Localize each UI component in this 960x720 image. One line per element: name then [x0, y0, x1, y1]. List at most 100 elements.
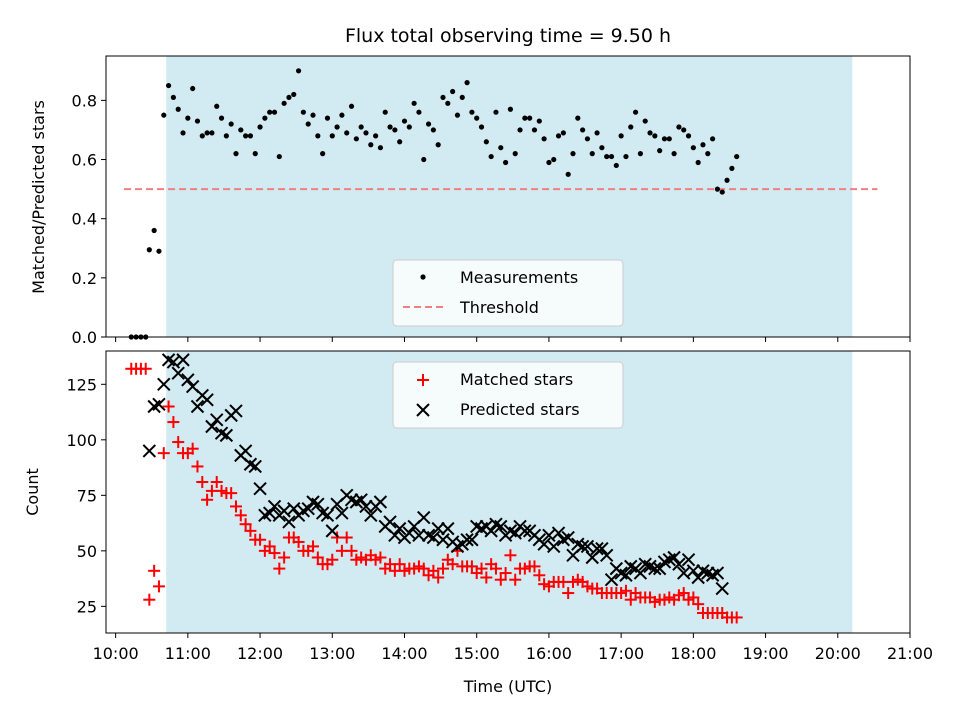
predicted-point [518, 524, 532, 538]
bottom-xticks: 10:00 11:00 12:00 13:00 14:00 15:00 16:00 17:00… [93, 633, 933, 663]
predicted-point [210, 413, 224, 427]
ytick-label: 50 [77, 542, 97, 561]
measurement-point [199, 133, 205, 139]
ytick-label: 125 [66, 375, 97, 394]
matched-point [201, 493, 214, 506]
matched-point [480, 571, 493, 584]
matched-point [692, 598, 705, 611]
matched-point [687, 591, 700, 604]
matched-point [677, 587, 690, 600]
ytick-label: 0.6 [72, 151, 97, 170]
xtick-label: 14:00 [381, 644, 427, 663]
predicted-point [441, 521, 455, 536]
measurement-point [445, 100, 451, 106]
measurement-point [661, 136, 668, 142]
top-ylabel: Matched/Predicted stars [29, 100, 48, 294]
predicted-point [561, 530, 575, 545]
predicted-point [301, 501, 315, 516]
measurement-point [368, 142, 374, 148]
matched-point [533, 569, 546, 582]
matched-point [167, 416, 180, 429]
predicted-point [229, 404, 243, 418]
predicted-point [392, 521, 407, 536]
measurement-point [156, 248, 162, 254]
matched-point [234, 509, 247, 522]
matched-point [427, 564, 440, 577]
measurement-point [705, 151, 711, 157]
predicted-point [619, 568, 633, 582]
matched-point [143, 593, 156, 606]
bottom-yticks: 25 50 75 100 125 [66, 375, 106, 616]
predicted-point [431, 521, 445, 536]
measurement-point [329, 133, 335, 139]
xtick-label: 15:00 [454, 644, 500, 663]
measurement-point [305, 121, 311, 127]
measurement-point [421, 156, 427, 163]
ytick-label: 0.4 [72, 210, 97, 229]
matched-point [186, 442, 199, 455]
predicted-point [311, 497, 325, 511]
matched-point [619, 584, 632, 597]
matched-point [210, 476, 223, 489]
matched-point [730, 611, 743, 624]
measurement-point [599, 145, 605, 151]
matched-point [239, 518, 252, 531]
predicted-point [465, 533, 479, 547]
measurement-point [493, 109, 499, 115]
predicted-point [599, 548, 614, 562]
measurement-point [589, 151, 595, 157]
measurement-point [498, 145, 504, 151]
measurement-point [300, 109, 306, 115]
predicted-point [681, 553, 696, 567]
predicted-point [190, 399, 205, 414]
measurement-point [416, 109, 422, 115]
measurement-point [209, 130, 215, 136]
measurement-point [570, 151, 576, 157]
measurement-point [310, 112, 316, 118]
matched-point [326, 553, 339, 566]
predicted-point [373, 495, 388, 509]
measurement-point [632, 109, 639, 115]
predicted-point [595, 541, 609, 556]
matched-point [528, 560, 541, 573]
measurement-point [522, 115, 528, 121]
measurement-point [175, 106, 181, 112]
measurement-point [502, 159, 509, 166]
measurement-point [618, 133, 624, 139]
measurement-point [358, 124, 364, 130]
measurement-point [685, 133, 692, 139]
measurement-point [531, 127, 538, 133]
predicted-point [417, 510, 431, 525]
measurement-point [387, 124, 393, 130]
measurement-point [262, 115, 268, 121]
matched-point [311, 551, 324, 564]
predicted-point [648, 561, 662, 576]
measurement-point [527, 115, 533, 121]
xtick-label: 13:00 [309, 644, 355, 663]
measurement-point [252, 151, 258, 157]
measurement-point [165, 82, 172, 89]
legend-matched-label: Matched stars [460, 370, 573, 389]
matched-point [162, 400, 175, 413]
measurement-point [560, 130, 566, 136]
measurement-point [185, 115, 191, 121]
matched-point [278, 551, 291, 564]
xtick-label: 10:00 [93, 644, 139, 663]
measurement-point [435, 142, 441, 148]
predicted-point [359, 499, 373, 514]
measurement-point [575, 115, 581, 121]
measurement-point [628, 124, 634, 130]
measurement-point [334, 124, 340, 130]
measurement-point [295, 68, 302, 74]
measurement-point [170, 94, 177, 101]
measurement-point [517, 127, 523, 133]
xtick-label: 11:00 [165, 644, 211, 663]
matched-point [292, 535, 305, 548]
matched-point [432, 571, 445, 584]
predicted-point [181, 373, 195, 387]
measurement-point [580, 127, 586, 133]
predicted-point [248, 459, 262, 474]
predicted-point [383, 515, 397, 529]
predicted-point [200, 393, 214, 407]
